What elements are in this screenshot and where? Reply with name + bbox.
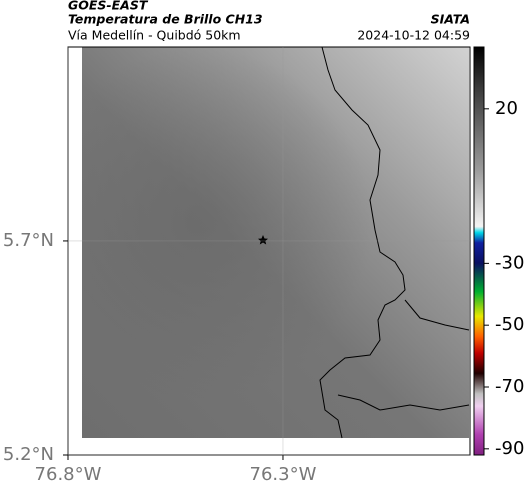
colorbar-tick-label: -50 bbox=[495, 314, 524, 335]
location-marker bbox=[258, 235, 268, 245]
border-line bbox=[319, 46, 406, 439]
border-line bbox=[337, 394, 470, 411]
border-line bbox=[404, 299, 470, 331]
colorbar-tick-label: 20 bbox=[495, 98, 518, 119]
y-tick-label: 5.7°N bbox=[3, 230, 54, 251]
y-tick-label: 5.2°N bbox=[3, 444, 54, 465]
satellite-shade bbox=[82, 47, 469, 438]
credit: SIATA bbox=[431, 12, 470, 27]
title: Temperatura de Brillo CH13 bbox=[68, 12, 263, 27]
subtitle: Vía Medellín - Quibdó 50km bbox=[68, 28, 241, 43]
x-tick-label: 76.8°W bbox=[35, 464, 102, 485]
timestamp: 2024-10-12 04:59 bbox=[357, 28, 470, 43]
source: GOES-EAST bbox=[68, 0, 149, 13]
colorbar-tick-label: -70 bbox=[495, 376, 524, 397]
x-tick-label: 76.3°W bbox=[250, 464, 317, 485]
colorbar-tick-label: -90 bbox=[495, 438, 524, 459]
colorbar-tick-label: -30 bbox=[495, 252, 524, 273]
colorbar bbox=[473, 46, 485, 456]
